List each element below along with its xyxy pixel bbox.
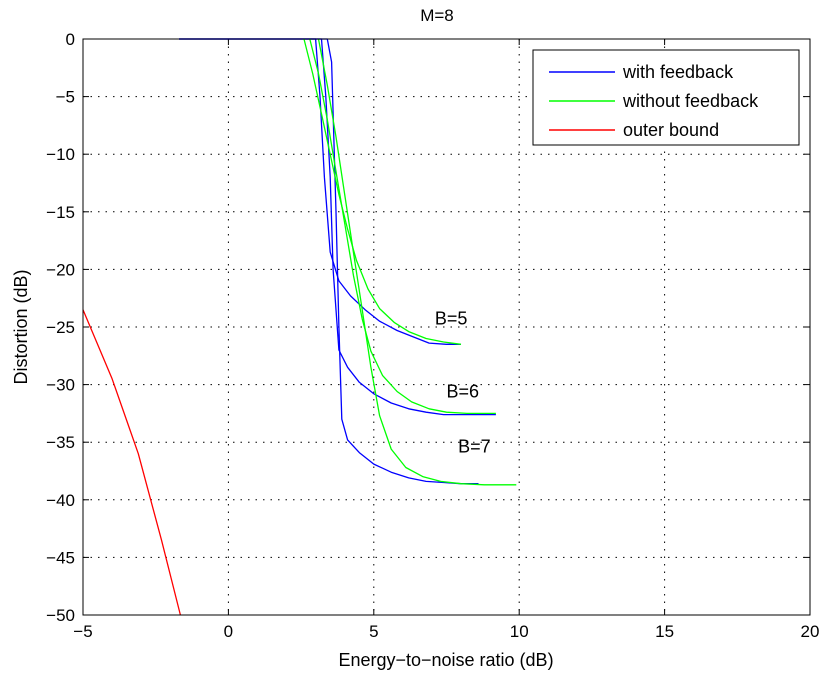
y-tick-label: −20 <box>46 260 75 279</box>
legend-label: outer bound <box>623 120 719 140</box>
annotation-b5: B=5 <box>435 309 468 329</box>
y-tick-label: 0 <box>66 30 75 49</box>
plot-frame <box>82 38 811 616</box>
chart-title: M=8 <box>420 6 454 25</box>
series-line-with-feedback-b7 <box>179 38 479 485</box>
y-tick-label: −5 <box>56 88 75 107</box>
x-tick-label: 10 <box>510 622 529 641</box>
grid-lines <box>83 39 810 615</box>
legend: with feedback without feedback outer bound <box>532 49 800 146</box>
y-tick-label: −50 <box>46 606 75 625</box>
curve-annotations: B=5 B=6 B=7 <box>435 309 491 457</box>
y-tick-label: −25 <box>46 318 75 337</box>
annotation-b6: B=6 <box>447 381 480 401</box>
legend-label: without feedback <box>622 91 759 111</box>
x-tick-label: 0 <box>224 622 233 641</box>
series-line-with-feedback-b6 <box>179 38 496 416</box>
series-line-with-feedback-b5 <box>179 38 461 345</box>
x-tick-label: 5 <box>369 622 378 641</box>
y-tick-label: −35 <box>46 433 75 452</box>
series-lines <box>82 38 517 616</box>
series-line-without-feedback-b6 <box>309 38 496 415</box>
legend-label: with feedback <box>622 62 734 82</box>
x-tick-label: 20 <box>801 622 820 641</box>
annotation-b7: B=7 <box>458 437 491 457</box>
y-tick-label: −15 <box>46 203 75 222</box>
legend-box <box>532 49 800 146</box>
x-tick-label: 15 <box>655 622 674 641</box>
y-tick-label: −45 <box>46 548 75 567</box>
series-line-without-feedback-b5 <box>303 38 462 345</box>
y-tick-label: −10 <box>46 145 75 164</box>
y-tick-label: −40 <box>46 491 75 510</box>
series-line-outer-bound-outerbound <box>82 309 182 616</box>
y-axis-ticks: 0 −5 −10 −15 −20 −25 −30 −35 −40 −45 −50 <box>46 30 810 625</box>
x-axis-label: Energy−to−noise ratio (dB) <box>338 650 553 670</box>
series-line-without-feedback-b7 <box>317 38 517 486</box>
x-tick-label: −5 <box>73 622 92 641</box>
y-tick-label: −30 <box>46 376 75 395</box>
y-axis-label: Distortion (dB) <box>11 269 31 384</box>
